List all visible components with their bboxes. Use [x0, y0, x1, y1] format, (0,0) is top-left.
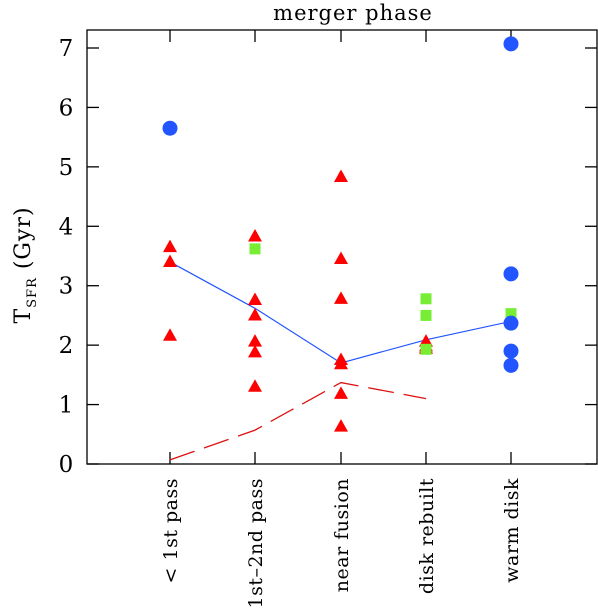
series-markers [162, 36, 519, 432]
y-tick-label: 5 [59, 155, 74, 181]
triangle-point [248, 379, 262, 392]
y-axis-label: TSFR (Gyr) [11, 206, 40, 323]
triangle-point [248, 334, 262, 347]
square-point [420, 309, 432, 321]
circle-point [503, 266, 519, 282]
square-point [505, 308, 517, 320]
y-axis: 0 1 2 3 4 5 6 7 [59, 36, 597, 478]
y-axis-label-unit: (Gyr) [11, 206, 36, 277]
y-axis-label-subscript: SFR [25, 277, 40, 308]
triangle-point [248, 228, 262, 242]
triangle-point [334, 251, 348, 265]
y-tick-label: 1 [59, 393, 74, 419]
triangle-point [163, 328, 177, 341]
y-tick-label: 3 [59, 274, 74, 300]
triangle-point [248, 344, 262, 358]
x-tick-label: warm disk [501, 478, 523, 583]
chart-title: merger phase [273, 1, 433, 25]
x-tick-label: 1st–2nd pass [245, 478, 267, 609]
x-tick-label: near fusion [331, 478, 353, 592]
triangle-point [334, 356, 348, 370]
triangle-point [163, 254, 177, 268]
circle-point [503, 357, 519, 373]
square-point [420, 343, 432, 355]
square-point [249, 243, 261, 255]
median-line [169, 261, 512, 364]
triangle-point [334, 169, 348, 183]
triangle-point [248, 292, 262, 306]
y-tick-label: 2 [59, 333, 74, 359]
circle-point [503, 343, 519, 359]
circle-point [503, 36, 519, 52]
triangle-point [334, 419, 348, 432]
circle-point [162, 120, 178, 136]
x-axis: < 1st pass 1st–2nd pass near fusion disk re… [160, 30, 523, 609]
y-axis-label-main: T [11, 308, 36, 324]
y-tick-label: 0 [59, 452, 74, 478]
plot-frame [86, 29, 598, 465]
triangle-point [334, 386, 348, 399]
y-tick-label: 7 [59, 36, 74, 62]
triangle-point [163, 239, 177, 253]
y-tick-label: 4 [59, 214, 74, 240]
triangle-point [334, 291, 348, 304]
circle-point [503, 315, 519, 331]
dashed-line [169, 381, 427, 461]
x-tick-label: < 1st pass [160, 478, 182, 583]
square-point [420, 293, 432, 305]
x-tick-label: disk rebuilt [416, 478, 438, 594]
y-tick-label: 6 [59, 95, 74, 121]
triangle-point [248, 307, 262, 321]
